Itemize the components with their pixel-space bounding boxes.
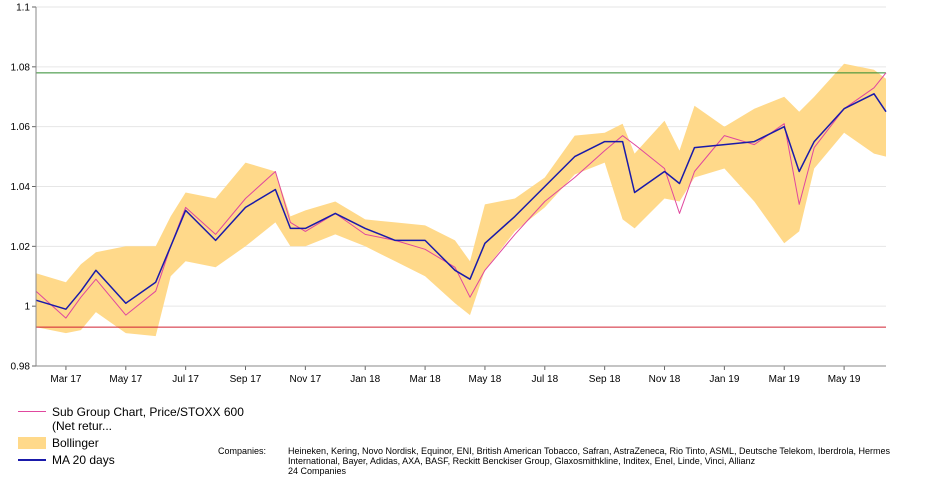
companies-list-block: Heineken, Kering, Novo Nordisk, Equinor,… (288, 446, 918, 476)
y-tick-labels: 0.98 1 1.02 1.04 1.06 1.08 1.1 (11, 3, 31, 373)
y-tick-label: 1 (24, 302, 30, 313)
legend-item-price: Sub Group Chart, Price/STOXX 600 (Net re… (18, 405, 268, 433)
x-tick-label: Sep 17 (230, 374, 262, 385)
y-tick-label: 1.1 (16, 3, 30, 14)
legend-item-bollinger: Bollinger (18, 436, 268, 450)
ma-20-days-line (35, 93, 887, 310)
x-tick-label: May 17 (109, 374, 142, 385)
y-tick-label: 1.04 (11, 182, 31, 193)
y-tick-label: 1.08 (11, 62, 31, 73)
x-tick-label: Nov 17 (290, 374, 322, 385)
x-tick-label: Jul 17 (172, 374, 199, 385)
companies-count: 24 Companies (288, 466, 347, 476)
legend-swatch-price (18, 411, 46, 412)
legend-swatch-bollinger (18, 437, 46, 449)
x-tick-label: Mar 18 (410, 374, 442, 385)
legend-label-ma: MA 20 days (52, 453, 115, 467)
bollinger-band-area (36, 63, 886, 337)
x-tick-label: Sep 18 (589, 374, 621, 385)
legend-item-ma: MA 20 days (18, 453, 268, 467)
x-tick-labels: Mar 17 May 17 Jul 17 Sep 17 Nov 17 Jan 18 Mar … (50, 374, 861, 385)
y-tick-label: 1.06 (11, 122, 31, 133)
x-tick-label: Mar 19 (769, 374, 801, 385)
x-tick-label: Nov 18 (649, 374, 681, 385)
x-tick-label: Jan 19 (709, 374, 739, 385)
x-tick-label: Jul 18 (531, 374, 558, 385)
legend-label-bollinger: Bollinger (52, 436, 99, 450)
x-tick-label: Mar 17 (50, 374, 82, 385)
series-lines (35, 72, 887, 319)
legend-swatch-ma (18, 459, 46, 461)
companies-label: Companies: (218, 446, 267, 456)
reference-lines (36, 72, 886, 328)
bollinger-band (36, 63, 886, 337)
y-tick-label: 0.98 (11, 362, 31, 373)
y-tick-label: 1.02 (11, 242, 31, 253)
chart: 0.98 1 1.02 1.04 1.06 1.08 1.1 Mar 17 May 17 Jul… (11, 3, 887, 385)
legend: Sub Group Chart, Price/STOXX 600 (Net re… (18, 405, 268, 470)
x-tick-label: Jan 18 (350, 374, 380, 385)
x-tick-label: May 19 (828, 374, 861, 385)
legend-label-price: Sub Group Chart, Price/STOXX 600 (Net re… (52, 405, 244, 433)
axes (32, 6, 886, 370)
x-tick-label: May 18 (469, 374, 502, 385)
companies-list: Heineken, Kering, Novo Nordisk, Equinor,… (288, 446, 890, 466)
